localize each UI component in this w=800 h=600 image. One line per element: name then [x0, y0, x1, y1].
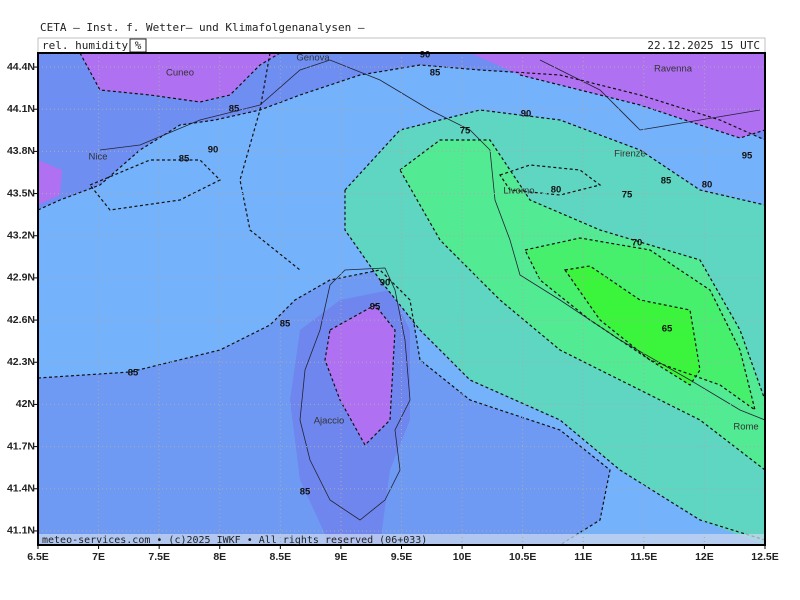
x-tick-label: 9E — [334, 551, 347, 563]
contour-label: 85 — [128, 368, 139, 379]
contour-label: 85 — [179, 154, 190, 165]
y-tick-label: 43.5N — [7, 187, 35, 199]
contour-label: 85 — [229, 104, 240, 115]
y-tick-label: 42.9N — [7, 272, 35, 284]
contour-line — [38, 64, 765, 211]
y-tick-label: 41.4N — [7, 483, 35, 495]
x-tick-label: 11E — [574, 551, 592, 563]
contour-label: 85 — [430, 68, 441, 79]
y-tick-label: 41.1N — [7, 525, 35, 537]
contour-label: 85 — [280, 319, 291, 330]
y-tick-label: 44.4N — [7, 61, 35, 73]
place-label: Ravenna — [654, 64, 693, 75]
contour-line — [79, 53, 765, 446]
x-tick-label: 7.5E — [148, 551, 170, 563]
contour-label: 85 — [300, 487, 311, 498]
y-tick-label: 43.2N — [7, 230, 35, 242]
x-tick-label: 11.5E — [630, 551, 657, 563]
y-tick-label: 42.6N — [7, 314, 35, 326]
y-tick-label: 43.8N — [7, 145, 35, 157]
unit: % — [135, 39, 142, 52]
place-label: Rome — [733, 422, 758, 433]
contour-label: 90 — [521, 109, 532, 120]
x-tick-label: 10.5E — [509, 551, 536, 563]
datetime: 22.12.2025 15 UTC — [647, 39, 760, 52]
field-95 — [38, 160, 62, 205]
contour-label: 95 — [370, 302, 381, 313]
y-tick-label: 41.7N — [7, 440, 35, 452]
place-label: Genova — [296, 53, 330, 64]
contour-label: 95 — [742, 151, 753, 162]
contour-label: 80 — [551, 185, 562, 196]
contour-label: 75 — [622, 190, 633, 201]
header-title: CETA — Inst. f. Wetter— und Klimafolgena… — [40, 21, 365, 34]
map-area — [38, 53, 765, 545]
place-label: Cuneo — [166, 68, 194, 79]
footer-bar — [38, 534, 765, 545]
x-tick-label: 6.5E — [27, 551, 49, 563]
contour-line — [89, 53, 602, 271]
contour-label: 65 — [662, 324, 673, 335]
field-95 — [325, 305, 395, 445]
place-label: Ajaccio — [314, 416, 345, 427]
field-below-65 — [565, 266, 700, 385]
contour-line — [38, 269, 611, 545]
x-tick-label: 8.5E — [270, 551, 292, 563]
y-tick-label: 42N — [16, 398, 35, 410]
coastline — [99, 59, 765, 521]
variable: rel. humidity — [42, 39, 128, 52]
x-tick-label: 9.5E — [391, 551, 413, 563]
contour-label: 75 — [460, 126, 471, 137]
contour-label: 90 — [208, 145, 219, 156]
y-tick-label: 44.1N — [7, 103, 35, 115]
x-tick-label: 8E — [213, 551, 226, 563]
contour-label: 90 — [380, 278, 391, 289]
x-tick-label: 12.5E — [751, 551, 778, 563]
contour-label: 70 — [632, 238, 643, 249]
x-tick-label: 12E — [695, 551, 714, 563]
contour-label: 85 — [661, 176, 672, 187]
place-label: Nice — [88, 152, 107, 163]
contour-label: 80 — [702, 180, 713, 191]
footer: meteo-services.com • (c)2025 IWKF • All … — [42, 535, 427, 546]
field-95 — [80, 53, 280, 102]
contour-line — [344, 109, 765, 541]
contour-label: 90 — [420, 50, 431, 61]
y-tick-label: 42.3N — [7, 356, 35, 368]
place-label: Livorno — [503, 186, 534, 197]
x-tick-label: 10E — [453, 551, 472, 563]
place-label: Firenze — [614, 149, 646, 160]
contour-line — [524, 237, 756, 412]
x-tick-label: 7E — [92, 551, 105, 563]
contour-line — [399, 139, 765, 471]
